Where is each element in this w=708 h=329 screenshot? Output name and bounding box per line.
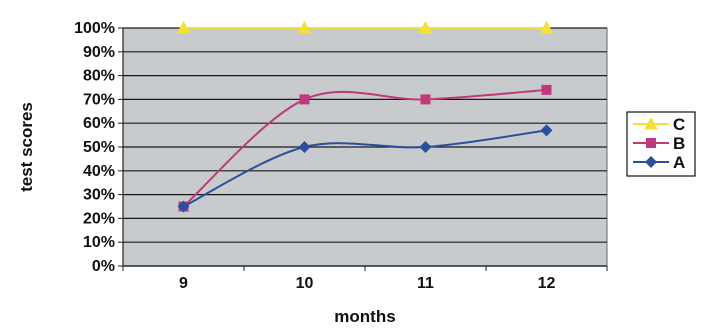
series-a-point (298, 141, 311, 153)
legend-marker (645, 156, 657, 168)
x-tick-label: 9 (179, 275, 188, 292)
legend-item-c: C (633, 115, 685, 134)
series-b-point (299, 94, 310, 105)
x-tick-label: 11 (417, 275, 434, 292)
series-a-line (183, 129, 547, 208)
legend-label: B (673, 134, 685, 153)
y-tick-label: 70% (83, 91, 115, 108)
x-axis-ticks: 9 10 11 12 (122, 265, 608, 292)
y-axis-ticks: 0% 10% 20% 30% 40% 50% 60% 70% 80% 90% 100% (74, 20, 124, 275)
series-c (176, 20, 554, 34)
y-tick-label: 30% (83, 187, 115, 204)
x-tick-label: 10 (296, 275, 314, 292)
y-tick-label: 10% (83, 234, 115, 251)
legend-marker (646, 138, 656, 148)
y-tick-label: 60% (83, 115, 115, 132)
legend-label: C (673, 115, 685, 134)
y-tick-label: 20% (83, 210, 115, 227)
legend: CBA (626, 111, 696, 177)
legend-item-a: A (633, 153, 685, 172)
series-c-point (297, 20, 312, 34)
y-tick-label: 0% (92, 258, 115, 275)
series-c-point (539, 20, 554, 34)
y-tick-label: 90% (83, 44, 115, 61)
legend-label: A (673, 153, 685, 172)
series-c-point (418, 20, 433, 34)
series-b-point (541, 84, 552, 95)
y-tick-label: 40% (83, 163, 115, 180)
series-b-line (182, 88, 547, 208)
series-a-point (177, 200, 190, 213)
y-tick-label: 50% (83, 139, 115, 156)
x-axis-title: months (334, 307, 395, 326)
series-a-point (540, 124, 553, 137)
series-a-point (419, 141, 432, 153)
legend-item-b: B (633, 134, 685, 153)
x-tick-label: 12 (538, 275, 556, 292)
series-b-point (420, 94, 431, 105)
series-c-point (176, 20, 191, 34)
y-axis-title: test scores (17, 102, 36, 192)
legend-marker (644, 116, 658, 130)
y-tick-label: 80% (83, 68, 115, 85)
series-lines (176, 20, 554, 213)
y-tick-label: 100% (74, 20, 115, 37)
series-a (177, 124, 553, 213)
